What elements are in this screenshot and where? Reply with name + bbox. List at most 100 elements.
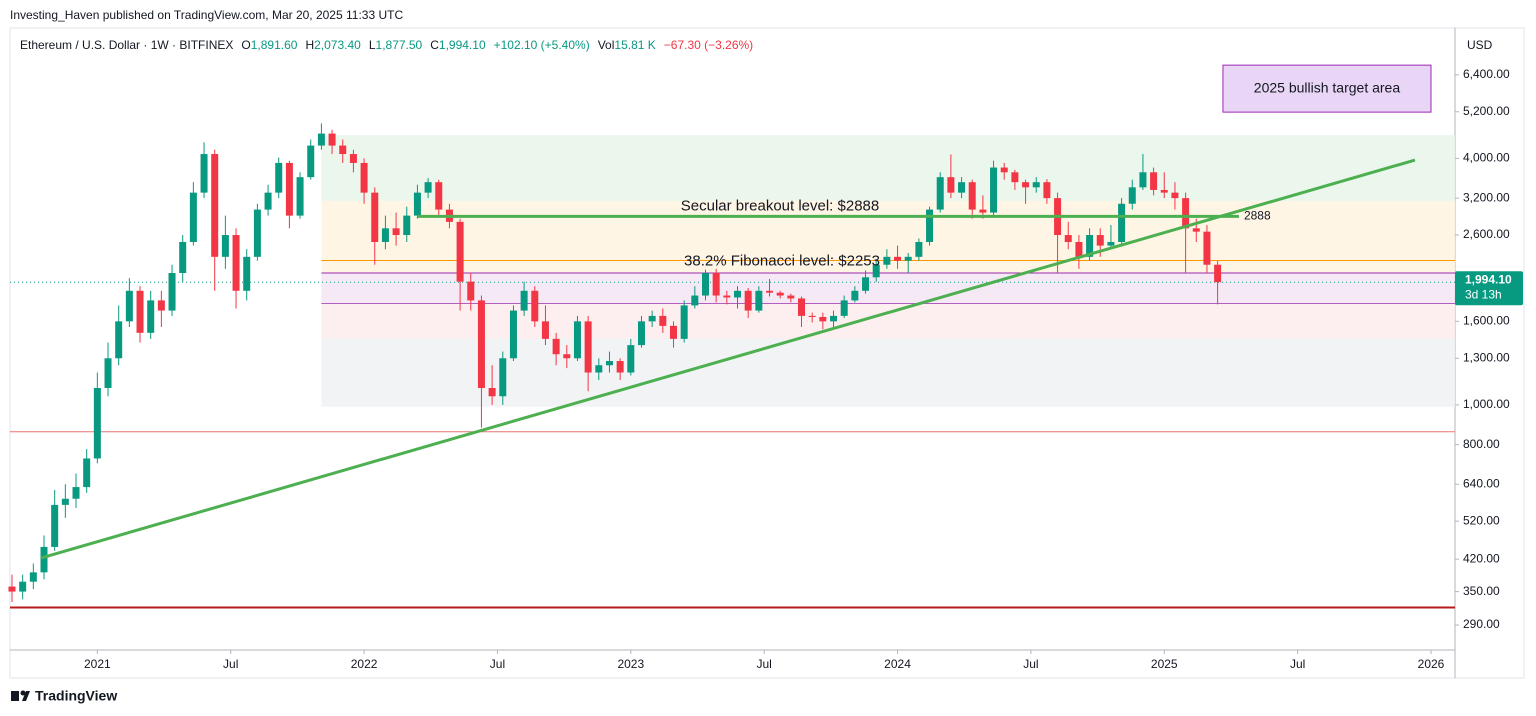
candle-body: [211, 154, 219, 257]
ohlc-value: 1,994.10: [439, 38, 486, 52]
candle-body: [680, 305, 688, 339]
candle-body: [339, 145, 347, 155]
candle-body: [968, 182, 976, 210]
candle-body: [72, 487, 80, 499]
candle-body: [541, 321, 549, 339]
candle-body: [200, 154, 208, 193]
candle-body: [1128, 187, 1136, 204]
candle-body: [659, 315, 667, 326]
candle-body: [413, 192, 421, 216]
candle-body: [349, 154, 357, 163]
candle-body: [221, 235, 229, 257]
candle-body: [819, 316, 827, 322]
candle-body: [648, 315, 656, 322]
ohlc-value: 2,073.40: [314, 38, 361, 52]
candle-body: [243, 256, 251, 291]
ohlc-value: 1,891.60: [251, 38, 298, 52]
y-tick-label: 350.00: [1463, 584, 1500, 598]
candle-body: [40, 546, 48, 573]
volume-label: Vol: [598, 38, 615, 52]
candle-body: [1139, 172, 1147, 188]
candle-body: [456, 221, 464, 282]
candle-body: [1150, 172, 1158, 190]
currency: USD: [1467, 38, 1493, 52]
candle-body: [371, 192, 379, 243]
target-box: [1222, 64, 1432, 113]
candle-body: [712, 273, 720, 296]
x-tick-label: 2025: [1151, 657, 1178, 671]
candle-body: [179, 242, 187, 274]
zone: [321, 273, 1456, 304]
candle-body: [851, 290, 859, 301]
candle-body: [766, 290, 774, 293]
candle-body: [830, 315, 838, 322]
target-text: 2025 bullish target area: [1254, 79, 1401, 95]
candle-body: [595, 365, 603, 373]
y-tick-label: 520.00: [1463, 513, 1500, 527]
y-tick-label: 420.00: [1463, 551, 1500, 565]
candle-body: [605, 361, 613, 366]
x-tick-label: Jul: [1023, 657, 1038, 671]
candle-body: [253, 209, 261, 257]
candle-body: [904, 256, 912, 261]
candle-body: [723, 295, 731, 298]
zone: [321, 303, 1456, 339]
candle-body: [990, 167, 998, 213]
x-tick-label: Jul: [757, 657, 772, 671]
candle-body: [93, 387, 101, 459]
countdown: 3d 13h: [1465, 287, 1502, 301]
candle-body: [872, 264, 880, 278]
plot-frame: [9, 27, 1525, 679]
trendline: [40, 158, 1416, 560]
y-tick-label: 1,600.00: [1463, 314, 1510, 328]
attribution: Investing_Haven published on TradingView…: [10, 8, 403, 22]
candle-body: [840, 300, 848, 316]
x-tick-label: 2023: [617, 657, 644, 671]
candle-body: [1118, 203, 1126, 243]
breakout-annotation: Secular breakout level: $2888: [681, 197, 879, 214]
candle-body: [392, 228, 400, 236]
candle-body: [83, 458, 91, 488]
fib-annotation: 38.2% Fibonacci level: $2253: [684, 252, 880, 269]
candle-body: [734, 290, 742, 298]
candle-body: [1032, 182, 1040, 188]
ohlc-letter: C: [430, 38, 439, 52]
ohlc-value: 1,877.50: [376, 38, 423, 52]
candle-body: [435, 182, 443, 210]
candle-body: [883, 256, 891, 265]
candle-body: [787, 295, 795, 299]
candle-body: [29, 572, 37, 582]
candle-body: [1075, 242, 1083, 257]
candle-body: [808, 315, 816, 317]
last-price-box: [1455, 271, 1523, 306]
candle-body: [563, 354, 571, 359]
candle-body: [509, 310, 517, 359]
candle-body: [488, 387, 496, 397]
candle-body: [926, 209, 934, 243]
candle-body: [637, 321, 645, 346]
candle-body: [947, 177, 955, 193]
volume: 15.81 K: [614, 38, 655, 52]
x-tick-label: 2022: [351, 657, 378, 671]
breakout-label: 2888: [1244, 209, 1271, 223]
candle-body: [1203, 231, 1211, 265]
y-tick-label: 2,600.00: [1463, 227, 1510, 241]
candle-body: [1160, 189, 1168, 193]
x-tick-label: 2021: [84, 657, 111, 671]
x-tick-label: Jul: [490, 657, 505, 671]
candle-body: [691, 295, 699, 306]
candle-body: [104, 358, 112, 388]
candle-body: [424, 182, 432, 193]
candle-body: [264, 192, 272, 210]
change: +102.10 (+5.40%): [494, 38, 590, 52]
x-tick-label: 2026: [1418, 657, 1445, 671]
y-tick-label: 800.00: [1463, 437, 1500, 451]
candle-body: [1086, 235, 1094, 257]
candle-body: [115, 321, 123, 359]
candle-body: [616, 361, 624, 373]
candle-body: [317, 133, 325, 146]
candle-body: [307, 145, 315, 178]
candle-body: [584, 321, 592, 373]
candle-body: [168, 273, 176, 311]
candle-body: [8, 586, 16, 592]
